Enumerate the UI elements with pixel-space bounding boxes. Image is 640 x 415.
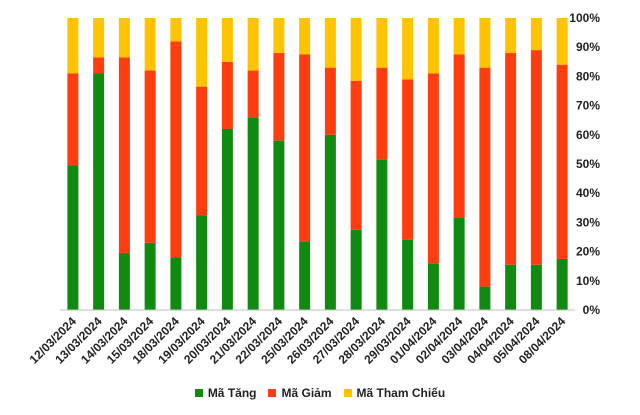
bar-segment-s2-13 [402,18,414,80]
bar-segment-s2-12 [376,18,388,68]
legend-item-tang: Mã Tăng [194,386,257,400]
bar-segment-s0-3 [144,242,156,310]
bar-segment-s1-1 [93,57,105,74]
bar-segment-s0-2 [118,253,130,310]
bar-segment-s0-12 [376,159,388,310]
bar-segment-s1-4 [170,41,182,258]
bar-segment-s0-17 [505,264,517,310]
bar-segment-s1-12 [376,67,388,160]
bar-segment-s2-6 [221,18,233,62]
bar-segment-s1-8 [273,53,285,141]
bar-segment-s1-14 [427,73,439,264]
bar-segment-s2-9 [299,18,311,55]
bar-segment-s1-19 [556,64,568,259]
bar-segment-s0-4 [170,257,182,310]
bar-segment-s1-17 [505,53,517,265]
y-tick-label: 50% [576,157,600,171]
y-tick-label: 0% [583,303,601,317]
bars-group [67,18,568,310]
bar-segment-s2-16 [479,18,491,68]
bar-segment-s1-6 [221,61,233,129]
bar-segment-s0-13 [402,239,414,310]
y-tick-label: 20% [576,245,600,259]
bar-segment-s2-3 [144,18,156,71]
bar-segment-s2-2 [118,18,130,58]
bar-segment-s0-1 [93,73,105,310]
bar-segment-s0-7 [247,117,259,310]
bar-segment-s1-13 [402,79,414,240]
bar-segment-s2-4 [170,18,182,42]
bar-segment-s0-5 [196,215,208,310]
bar-segment-s1-18 [530,50,542,265]
bar-segment-s0-0 [67,165,79,310]
bar-segment-s2-18 [530,18,542,51]
bar-segment-s2-11 [350,18,362,81]
bar-segment-s0-9 [299,241,311,310]
legend-swatch-giam [268,389,277,397]
y-tick-label: 70% [576,99,600,113]
y-tick-label: 80% [576,69,600,83]
legend-swatch-tang [194,389,203,397]
bar-segment-s0-11 [350,229,362,310]
bar-segment-s1-2 [118,57,130,254]
bar-segment-s2-10 [324,18,336,68]
bar-segment-s2-7 [247,18,259,71]
bar-segment-s1-3 [144,70,156,243]
bar-segment-s1-9 [299,54,311,242]
y-tick-label: 30% [576,215,600,229]
bar-segment-s1-7 [247,70,259,118]
legend-item-tham-chieu: Mã Tham Chiếu [343,386,446,400]
bar-segment-s1-10 [324,67,336,135]
bar-segment-s2-14 [427,18,439,74]
legend: Mã Tăng Mã Giảm Mã Tham Chiếu [0,383,640,403]
bar-segment-s1-11 [350,80,362,230]
bar-segment-s0-14 [427,263,439,310]
legend-swatch-tham-chieu [343,389,352,397]
bar-segment-s0-6 [221,128,233,310]
bar-segment-s1-16 [479,67,491,287]
y-tick-label: 10% [576,274,600,288]
bar-segment-s0-16 [479,286,491,310]
bar-segment-s2-15 [453,18,465,55]
legend-label-tham-chieu: Mã Tham Chiếu [356,386,446,400]
bar-segment-s2-1 [93,18,105,58]
bar-segment-s0-10 [324,134,336,310]
legend-label-tang: Mã Tăng [207,386,257,400]
y-tick-label: 60% [576,128,600,142]
bar-segment-s2-8 [273,18,285,54]
x-axis-ticks: 12/03/202413/03/202414/03/202415/03/2024… [27,314,569,367]
bar-segment-s1-15 [453,54,465,219]
bar-segment-s2-0 [67,18,79,74]
bar-segment-s2-17 [505,18,517,54]
y-tick-label: 100% [569,11,600,25]
bar-segment-s1-0 [67,73,79,166]
y-tick-label: 90% [576,40,600,54]
bar-segment-s2-19 [556,18,568,65]
bar-segment-s0-18 [530,264,542,310]
y-tick-label: 40% [576,186,600,200]
legend-item-giam: Mã Giảm [268,386,332,400]
legend-label-giam: Mã Giảm [281,386,332,400]
bar-segment-s0-8 [273,140,285,310]
y-axis-ticks: 0% 10% 20% 30% 40% 50% 60% 70% 80% 90% 100% [569,11,600,317]
bar-segment-s1-5 [196,86,208,216]
bar-segment-s0-19 [556,258,568,310]
bar-segment-s0-15 [453,218,465,310]
bar-segment-s2-5 [196,18,208,87]
